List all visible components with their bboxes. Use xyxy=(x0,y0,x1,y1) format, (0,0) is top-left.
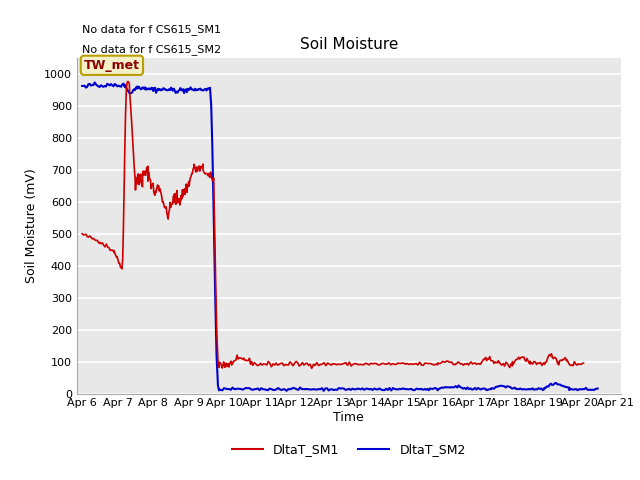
Text: No data for f CS615_SM2: No data for f CS615_SM2 xyxy=(82,44,221,55)
Title: Soil Moisture: Soil Moisture xyxy=(300,37,398,52)
Y-axis label: Soil Moisture (mV): Soil Moisture (mV) xyxy=(26,168,38,283)
Legend: DltaT_SM1, DltaT_SM2: DltaT_SM1, DltaT_SM2 xyxy=(227,438,471,461)
Text: No data for f CS615_SM1: No data for f CS615_SM1 xyxy=(82,24,221,35)
X-axis label: Time: Time xyxy=(333,411,364,424)
Text: TW_met: TW_met xyxy=(84,59,140,72)
